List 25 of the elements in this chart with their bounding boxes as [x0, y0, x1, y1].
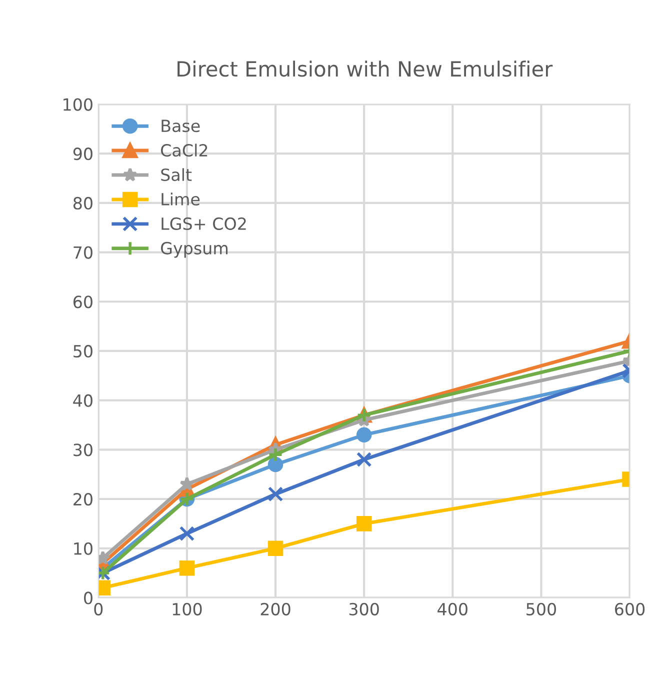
x-tick-label: 0 [94, 602, 103, 616]
y-tick-label: 50 [74, 344, 92, 358]
legend-label: Base [162, 120, 200, 132]
y-tick-label: 60 [73, 296, 92, 308]
legend-label: Lime [162, 192, 200, 206]
x-tick-label: 300 [349, 602, 379, 616]
legend-label: LGS+ CO2 [162, 217, 246, 230]
x-tick-label: 200 [260, 602, 290, 616]
legend-label: Gypsum [161, 242, 228, 258]
y-tick-label: 10 [74, 542, 92, 555]
x-tick-label: 500 [526, 602, 556, 616]
legend-label: Salt [161, 168, 192, 182]
x-tick-label: 400 [438, 602, 468, 616]
chart-title: Direct Emulsion with New Emulsifier [178, 60, 553, 77]
y-tick-label: 40 [73, 394, 92, 407]
x-tick-label: 600 [615, 602, 645, 616]
y-tick-label: 0 [84, 592, 92, 604]
y-tick-label: 70 [74, 246, 92, 259]
legend-label: CaCl2 [161, 144, 208, 157]
y-tick-label: 30 [74, 444, 92, 456]
x-tick-label: 100 [172, 602, 202, 616]
y-tick-label: 20 [74, 492, 92, 506]
y-tick-label: 90 [73, 148, 92, 160]
y-tick-label: 100 [64, 98, 92, 111]
y-tick-label: 80 [73, 196, 92, 210]
